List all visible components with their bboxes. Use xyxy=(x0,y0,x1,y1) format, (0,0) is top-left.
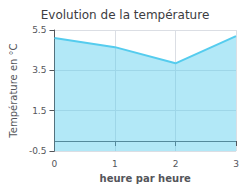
svg-text:-0.5: -0.5 xyxy=(29,146,47,156)
svg-text:5.5: 5.5 xyxy=(32,25,46,35)
svg-text:1.5: 1.5 xyxy=(32,106,46,116)
svg-text:Evolution de la température: Evolution de la température xyxy=(41,8,210,22)
svg-text:2: 2 xyxy=(173,159,179,169)
svg-text:Température en °C: Température en °C xyxy=(8,43,19,138)
svg-text:3: 3 xyxy=(233,159,239,169)
svg-text:heure par heure: heure par heure xyxy=(100,173,191,184)
svg-text:0: 0 xyxy=(52,159,58,169)
svg-text:1: 1 xyxy=(112,159,118,169)
svg-text:3.5: 3.5 xyxy=(32,65,46,75)
